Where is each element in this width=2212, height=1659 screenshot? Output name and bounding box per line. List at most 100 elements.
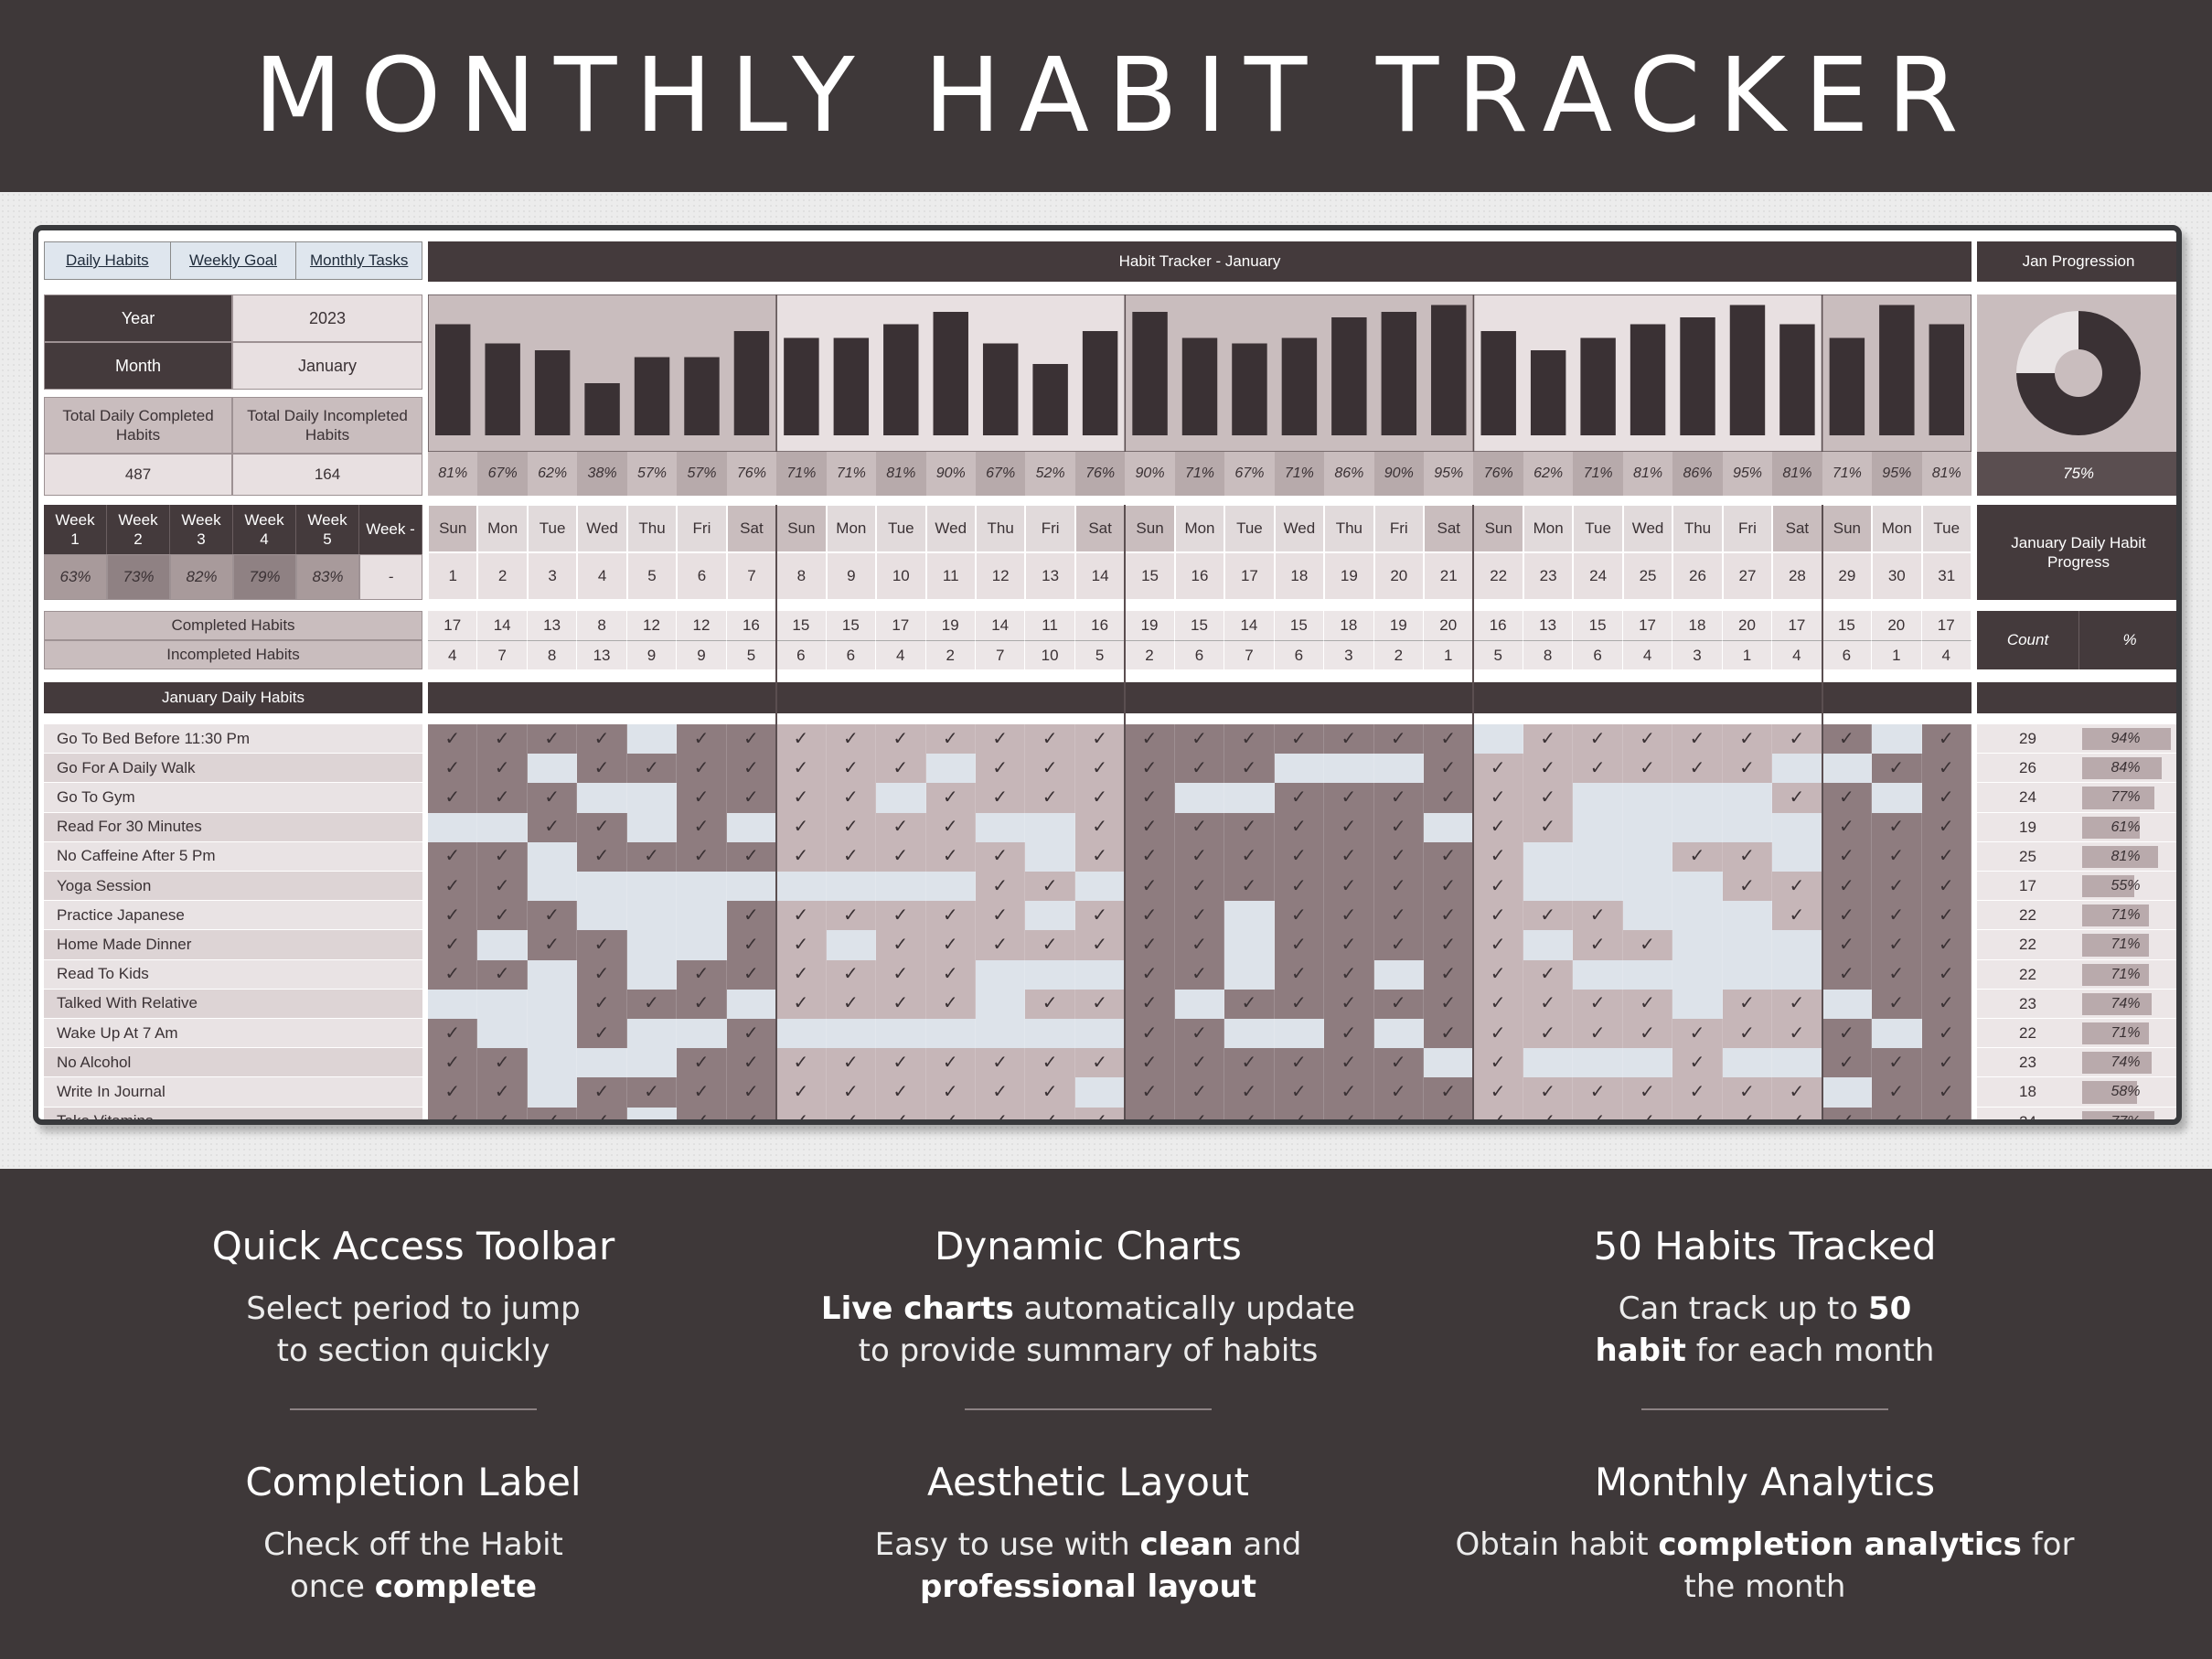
habit-check-cell[interactable]: ✓ [1025, 1048, 1075, 1078]
habit-check-cell[interactable]: ✓ [677, 1048, 727, 1078]
habit-check-cell[interactable]: ✓ [477, 841, 528, 872]
habit-check-cell[interactable]: ✓ [1921, 1048, 1972, 1078]
habit-check-cell[interactable] [626, 1048, 678, 1078]
habit-check-cell[interactable]: ✓ [925, 783, 976, 813]
habit-check-cell[interactable]: ✓ [975, 1107, 1026, 1119]
habit-check-cell[interactable]: ✓ [1772, 901, 1822, 931]
habit-check-cell[interactable] [1224, 783, 1275, 813]
habit-check-cell[interactable] [1872, 1019, 1922, 1049]
habit-check-cell[interactable]: ✓ [428, 841, 478, 872]
habit-check-cell[interactable]: ✓ [477, 783, 528, 813]
habit-check-cell[interactable]: ✓ [1822, 783, 1873, 813]
habit-check-cell[interactable]: ✓ [1822, 930, 1873, 960]
habit-check-cell[interactable]: ✓ [577, 724, 627, 755]
habit-check-cell[interactable] [1772, 812, 1822, 842]
month-value[interactable]: January [232, 342, 422, 390]
habit-check-cell[interactable]: ✓ [428, 872, 478, 902]
habit-check-cell[interactable]: ✓ [1523, 724, 1574, 755]
habit-check-cell[interactable]: ✓ [975, 872, 1026, 902]
habit-check-cell[interactable]: ✓ [876, 1077, 926, 1108]
habit-check-cell[interactable] [1573, 1048, 1623, 1078]
habit-check-cell[interactable]: ✓ [577, 1077, 627, 1108]
habit-check-cell[interactable]: ✓ [1025, 989, 1075, 1019]
habit-check-cell[interactable] [527, 1019, 578, 1049]
habit-check-cell[interactable] [826, 872, 877, 902]
habit-check-cell[interactable] [1324, 754, 1374, 784]
habit-check-cell[interactable]: ✓ [975, 841, 1026, 872]
habit-check-cell[interactable]: ✓ [1424, 1107, 1474, 1119]
habit-check-cell[interactable] [1722, 901, 1773, 931]
habit-check-cell[interactable]: ✓ [1274, 1048, 1325, 1078]
habit-check-cell[interactable]: ✓ [1174, 1019, 1225, 1049]
habit-check-cell[interactable]: ✓ [1424, 959, 1474, 990]
habit-check-cell[interactable] [577, 901, 627, 931]
habit-check-cell[interactable]: ✓ [876, 959, 926, 990]
habit-check-cell[interactable]: ✓ [477, 754, 528, 784]
habit-check-cell[interactable]: ✓ [1672, 1077, 1723, 1108]
habit-check-cell[interactable]: ✓ [1672, 724, 1723, 755]
habit-check-cell[interactable] [527, 872, 578, 902]
habit-check-cell[interactable]: ✓ [1125, 989, 1175, 1019]
habit-check-cell[interactable]: ✓ [1324, 724, 1374, 755]
habit-check-cell[interactable]: ✓ [1074, 901, 1126, 931]
habit-check-cell[interactable]: ✓ [726, 1048, 777, 1078]
habit-check-cell[interactable]: ✓ [1523, 989, 1574, 1019]
habit-check-cell[interactable]: ✓ [1921, 872, 1972, 902]
habit-check-cell[interactable]: ✓ [1424, 901, 1474, 931]
habit-check-cell[interactable] [626, 812, 678, 842]
habit-check-cell[interactable]: ✓ [1523, 1107, 1574, 1119]
habit-check-cell[interactable] [1622, 783, 1673, 813]
habit-check-cell[interactable]: ✓ [677, 783, 727, 813]
habit-check-cell[interactable]: ✓ [726, 959, 777, 990]
habit-check-cell[interactable]: ✓ [428, 754, 478, 784]
habit-check-cell[interactable]: ✓ [577, 930, 627, 960]
habit-check-cell[interactable]: ✓ [1074, 754, 1126, 784]
habit-check-cell[interactable]: ✓ [1274, 812, 1325, 842]
habit-check-cell[interactable]: ✓ [1722, 754, 1773, 784]
habit-check-cell[interactable] [1822, 989, 1873, 1019]
habit-check-cell[interactable] [428, 812, 478, 842]
habit-check-cell[interactable]: ✓ [677, 1077, 727, 1108]
habit-check-cell[interactable]: ✓ [1025, 724, 1075, 755]
habit-check-cell[interactable]: ✓ [1373, 812, 1425, 842]
habit-check-cell[interactable] [1025, 1019, 1075, 1049]
habit-check-cell[interactable]: ✓ [1074, 724, 1126, 755]
habit-check-cell[interactable]: ✓ [826, 841, 877, 872]
tab-weekly-goal[interactable]: Weekly Goal [171, 242, 297, 279]
habit-check-cell[interactable] [626, 930, 678, 960]
habit-check-cell[interactable]: ✓ [1324, 959, 1374, 990]
habit-check-cell[interactable]: ✓ [1274, 1077, 1325, 1108]
habit-check-cell[interactable]: ✓ [1074, 1107, 1126, 1119]
habit-check-cell[interactable]: ✓ [1822, 724, 1873, 755]
habit-check-cell[interactable]: ✓ [726, 1019, 777, 1049]
habit-check-cell[interactable]: ✓ [626, 841, 678, 872]
habit-check-cell[interactable] [876, 1019, 926, 1049]
habit-check-cell[interactable]: ✓ [1324, 872, 1374, 902]
habit-check-cell[interactable]: ✓ [1622, 724, 1673, 755]
habit-check-cell[interactable]: ✓ [876, 724, 926, 755]
habit-check-cell[interactable]: ✓ [1872, 841, 1922, 872]
habit-check-cell[interactable]: ✓ [1274, 841, 1325, 872]
habit-check-cell[interactable] [1722, 812, 1773, 842]
habit-check-cell[interactable] [1622, 872, 1673, 902]
habit-check-cell[interactable] [1772, 1048, 1822, 1078]
habit-check-cell[interactable]: ✓ [1125, 872, 1175, 902]
habit-check-cell[interactable]: ✓ [527, 1107, 578, 1119]
habit-check-cell[interactable]: ✓ [1174, 1077, 1225, 1108]
habit-check-cell[interactable]: ✓ [1622, 1077, 1673, 1108]
habit-check-cell[interactable]: ✓ [677, 959, 727, 990]
habit-check-cell[interactable]: ✓ [1125, 812, 1175, 842]
habit-check-cell[interactable]: ✓ [776, 724, 827, 755]
habit-check-cell[interactable]: ✓ [428, 1107, 478, 1119]
habit-check-cell[interactable]: ✓ [726, 754, 777, 784]
habit-check-cell[interactable]: ✓ [1125, 1048, 1175, 1078]
habit-check-cell[interactable]: ✓ [1921, 1107, 1972, 1119]
habit-check-cell[interactable] [975, 812, 1026, 842]
habit-check-cell[interactable]: ✓ [1074, 1048, 1126, 1078]
habit-check-cell[interactable] [975, 959, 1026, 990]
habit-check-cell[interactable]: ✓ [1921, 989, 1972, 1019]
habit-check-cell[interactable]: ✓ [1373, 1107, 1425, 1119]
habit-check-cell[interactable]: ✓ [726, 783, 777, 813]
habit-check-cell[interactable]: ✓ [1921, 841, 1972, 872]
habit-check-cell[interactable]: ✓ [1872, 1077, 1922, 1108]
